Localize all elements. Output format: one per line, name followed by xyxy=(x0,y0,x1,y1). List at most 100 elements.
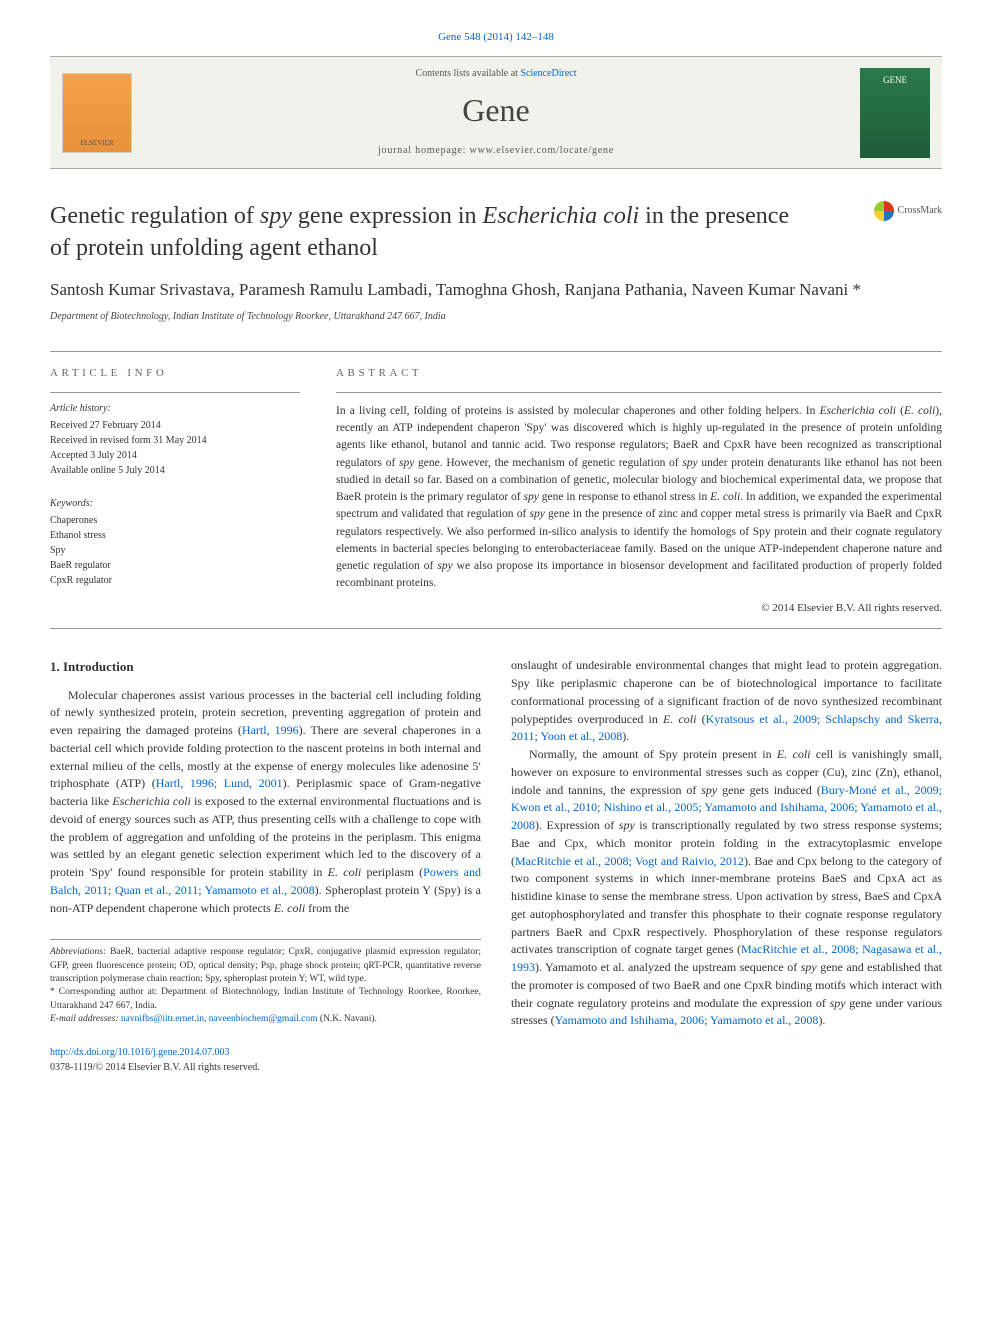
doi-link[interactable]: http://dx.doi.org/10.1016/j.gene.2014.07… xyxy=(50,1047,230,1058)
c2-p7: ). Expression of xyxy=(535,818,619,832)
column-right: onslaught of undesirable environmental c… xyxy=(511,657,942,1030)
abs-p1b: ( xyxy=(896,405,904,417)
c2-p13: ). xyxy=(818,1013,825,1027)
abs-i6: E. coli xyxy=(710,491,740,503)
intro-i3: E. coli xyxy=(274,901,305,915)
c2-p3: ). xyxy=(622,729,629,743)
homepage-line: journal homepage: www.elsevier.com/locat… xyxy=(132,144,860,159)
col2-para1: onslaught of undesirable environmental c… xyxy=(511,657,942,746)
article-info-col: article info Article history: Received 2… xyxy=(50,366,300,617)
abs-p1d: gene. However, the mechanism of genetic … xyxy=(414,457,682,469)
c2-i4: spy xyxy=(619,818,635,832)
abs-p1a: In a living cell, folding of proteins is… xyxy=(336,405,820,417)
history-accepted: Accepted 3 July 2014 xyxy=(50,448,300,463)
article-info-label: article info xyxy=(50,366,300,382)
cover-label: GENE xyxy=(883,74,907,87)
affiliation: Department of Biotechnology, Indian Inst… xyxy=(50,310,942,325)
body-columns: 1. Introduction Molecular chaperones ass… xyxy=(50,657,942,1030)
email-link[interactable]: navnifbs@iitr.ernet.in xyxy=(121,1014,204,1024)
crossmark-badge[interactable]: CrossMark xyxy=(874,201,942,221)
crossmark-icon xyxy=(874,201,894,221)
email-suffix: (N.K. Navani). xyxy=(318,1014,377,1024)
column-left: 1. Introduction Molecular chaperones ass… xyxy=(50,657,481,1030)
ref-link[interactable]: Yamamoto and Ishihama, 2006; Yamamoto et… xyxy=(555,1013,819,1027)
footer: http://dx.doi.org/10.1016/j.gene.2014.07… xyxy=(50,1046,942,1075)
publisher-label: ELSEVIER xyxy=(80,138,113,148)
abstract-text: In a living cell, folding of proteins is… xyxy=(336,403,942,593)
citation-journal: Gene xyxy=(438,31,461,43)
ref-link[interactable]: MacRitchie et al., 2008; Vogt and Raivio… xyxy=(515,854,744,868)
abs-i7: spy xyxy=(529,508,544,520)
abstract-col: abstract In a living cell, folding of pr… xyxy=(336,366,942,617)
c2-i6: spy xyxy=(830,996,846,1010)
title-i2: Escherichia coli xyxy=(483,203,640,229)
history-received: Received 27 February 2014 xyxy=(50,418,300,433)
contents-prefix: Contents lists available at xyxy=(415,68,520,79)
meta-abstract-row: article info Article history: Received 2… xyxy=(50,351,942,617)
c2-p2: ( xyxy=(696,712,705,726)
c2-i5: spy xyxy=(801,960,817,974)
c2-i1: E. coli xyxy=(663,712,696,726)
email-link[interactable]: naveenbiochem@gmail.com xyxy=(209,1014,318,1024)
email-line: E-mail addresses: navnifbs@iitr.ernet.in… xyxy=(50,1013,481,1026)
c2-i3: spy xyxy=(701,783,717,797)
keyword-item: BaeR regulator xyxy=(50,558,300,573)
elsevier-logo: ELSEVIER xyxy=(62,73,132,153)
footnotes: Abbreviations: BaeR, bacterial adaptive … xyxy=(50,939,481,1026)
abstract-copyright: © 2014 Elsevier B.V. All rights reserved… xyxy=(336,601,942,617)
journal-name: Gene xyxy=(132,87,860,133)
title-p2: gene expression in xyxy=(292,203,483,229)
email-label: E-mail addresses: xyxy=(50,1014,119,1024)
abs-i3: spy xyxy=(399,457,414,469)
journal-cover-icon: GENE xyxy=(860,68,930,158)
article-title: Genetic regulation of spy gene expressio… xyxy=(50,201,810,263)
abs-i5: spy xyxy=(524,491,539,503)
keyword-item: Chaperones xyxy=(50,513,300,528)
sciencedirect-link[interactable]: ScienceDirect xyxy=(520,68,576,79)
abbreviations: Abbreviations: BaeR, bacterial adaptive … xyxy=(50,946,481,986)
history-block: Article history: Received 27 February 20… xyxy=(50,392,300,478)
c2-i2: E. coli xyxy=(777,747,811,761)
footer-copyright: 0378-1119/© 2014 Elsevier B.V. All right… xyxy=(50,1062,260,1073)
divider xyxy=(50,628,942,629)
abs-i4: spy xyxy=(682,457,697,469)
intro-p7: from the xyxy=(305,901,349,915)
abs-i2: E. coli xyxy=(904,405,935,417)
c2-p6: gene gets induced ( xyxy=(717,783,820,797)
intro-p5: periplasm ( xyxy=(361,865,423,879)
intro-heading: 1. Introduction xyxy=(50,657,481,676)
keyword-item: CpxR regulator xyxy=(50,573,300,588)
citation-link[interactable]: Gene 548 (2014) 142–148 xyxy=(438,31,554,43)
col2-para2: Normally, the amount of Spy protein pres… xyxy=(511,746,942,1030)
corresponding-author: * Corresponding author at: Department of… xyxy=(50,986,481,1013)
abs-i8: spy xyxy=(437,560,452,572)
header-center: Contents lists available at ScienceDirec… xyxy=(132,67,860,158)
abstract-hr xyxy=(336,392,942,393)
title-p1: Genetic regulation of xyxy=(50,203,260,229)
crossmark-label: CrossMark xyxy=(898,204,942,219)
abbrev-text: BaeR, bacterial adaptive response regula… xyxy=(50,947,481,984)
citation-vol: 548 (2014) 142–148 xyxy=(464,31,554,43)
c2-p4: Normally, the amount of Spy protein pres… xyxy=(529,747,777,761)
c2-p10: ). Yamamoto et al. analyzed the upstream… xyxy=(535,960,801,974)
abs-p1f: gene in response to ethanol stress in xyxy=(539,491,710,503)
abs-i1: Escherichia coli xyxy=(820,405,896,417)
keywords-heading: Keywords: xyxy=(50,496,300,511)
intro-i2: E. coli xyxy=(328,865,362,879)
abstract-label: abstract xyxy=(336,366,942,382)
contents-list: Contents lists available at ScienceDirec… xyxy=(132,67,860,82)
history-revised: Received in revised form 31 May 2014 xyxy=(50,433,300,448)
ref-link[interactable]: Hartl, 1996; Lund, 2001 xyxy=(156,776,283,790)
title-row: Genetic regulation of spy gene expressio… xyxy=(50,201,942,263)
keyword-item: Ethanol stress xyxy=(50,528,300,543)
keywords-block: Keywords: Chaperones Ethanol stress Spy … xyxy=(50,496,300,588)
abbrev-label: Abbreviations: xyxy=(50,947,106,957)
history-online: Available online 5 July 2014 xyxy=(50,463,300,478)
intro-para: Molecular chaperones assist various proc… xyxy=(50,687,481,918)
keyword-item: Spy xyxy=(50,543,300,558)
authors: Santosh Kumar Srivastava, Paramesh Ramul… xyxy=(50,278,942,303)
ref-link[interactable]: Hartl, 1996 xyxy=(242,723,299,737)
header-band: ELSEVIER Contents lists available at Sci… xyxy=(50,56,942,169)
history-heading: Article history: xyxy=(50,401,300,416)
title-i1: spy xyxy=(260,203,292,229)
